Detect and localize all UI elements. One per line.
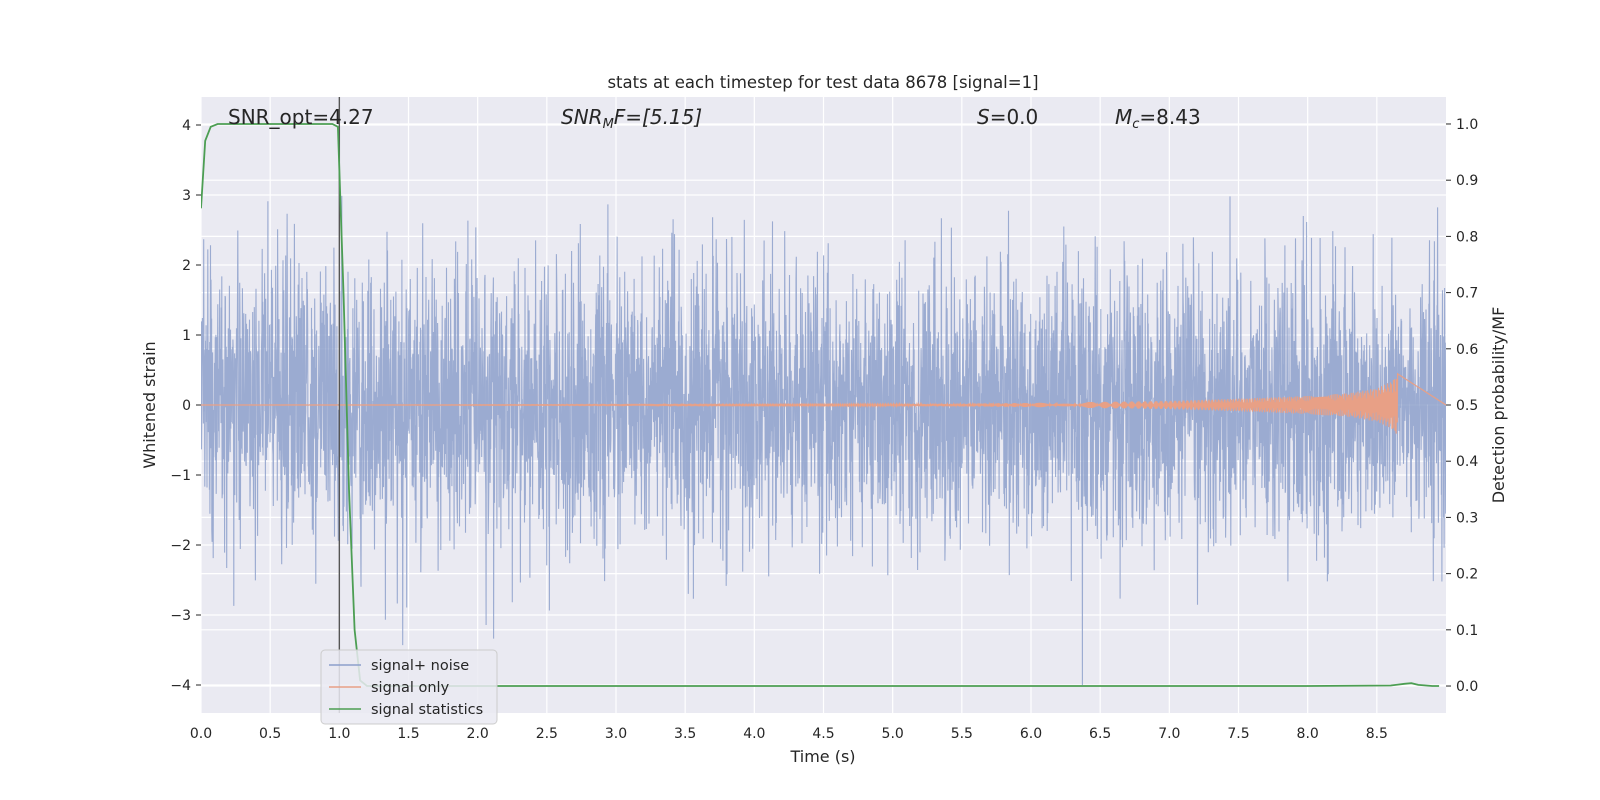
y2-tick-label: 0.1 — [1456, 623, 1478, 639]
x-tick-label: 1.0 — [328, 726, 350, 742]
legend-label-signal-only: signal only — [371, 680, 450, 696]
legend-label-signal-statistics: signal statistics — [371, 702, 483, 718]
legend: signal+ noise signal only signal statist… — [320, 649, 498, 725]
x-tick-label: 8.0 — [1297, 726, 1319, 742]
y-tick-label: 1 — [182, 328, 191, 344]
annotation-mc-sub: c — [1132, 117, 1139, 132]
annotation-s-value: =0.0 — [990, 105, 1039, 129]
plot-series — [201, 97, 1446, 713]
y2-tick-label: 0.6 — [1456, 342, 1478, 358]
y-tick-label: 2 — [182, 258, 191, 274]
y-tick-label: −3 — [170, 608, 191, 624]
annotation-mc-var: M — [1115, 105, 1132, 129]
x-tick-label: 1.5 — [397, 726, 419, 742]
annotation-snr-mf: SNRMF=[5.15] — [561, 105, 702, 132]
x-tick-label: 6.0 — [1020, 726, 1042, 742]
y2-tick-label: 0.3 — [1456, 510, 1478, 526]
annotation-mc: Mc=8.43 — [1115, 105, 1201, 132]
x-tick-label: 0.5 — [259, 726, 281, 742]
x-tick-label: 7.5 — [1227, 726, 1249, 742]
annotation-snr-opt: SNR_opt=4.27 — [228, 105, 374, 129]
y-axis-ticks: −4 −3 −2 −1 0 1 2 3 4 — [170, 118, 201, 694]
y-tick-label: −4 — [170, 678, 191, 694]
y-tick-label: 4 — [182, 118, 191, 134]
x-tick-label: 3.5 — [674, 726, 696, 742]
series-signal-only — [201, 372, 1446, 434]
y2-tick-label: 0.0 — [1456, 679, 1478, 695]
y2-tick-label: 0.9 — [1456, 173, 1478, 189]
annotation-s: S=0.0 — [977, 105, 1038, 129]
annotation-s-var: S — [977, 105, 990, 129]
annotation-mc-value: =8.43 — [1139, 105, 1200, 129]
annotation-snr-mf-main: SNR — [561, 105, 603, 129]
x-tick-label: 4.0 — [743, 726, 765, 742]
y2-tick-label: 1.0 — [1456, 117, 1478, 133]
y2-axis-ticks: 0.0 0.1 0.2 0.3 0.4 0.5 0.6 0.7 0.8 0.9 1.0 — [1446, 117, 1478, 695]
x-tick-label: 6.5 — [1089, 726, 1111, 742]
chart-title: stats at each timestep for test data 867… — [607, 73, 1038, 92]
x-tick-label: 8.5 — [1366, 726, 1388, 742]
annotation-snr-mf-sub: M — [603, 117, 614, 132]
series-line-signal-noise — [201, 195, 1446, 686]
y-tick-label: −2 — [170, 538, 191, 554]
legend-box — [320, 649, 498, 725]
y-tick-label: 0 — [182, 398, 191, 414]
x-tick-label: 4.5 — [812, 726, 834, 742]
x-tick-label: 2.0 — [467, 726, 489, 742]
series-signal-noise — [201, 195, 1446, 686]
y2-tick-label: 0.2 — [1456, 567, 1478, 583]
y2-tick-label: 0.8 — [1456, 229, 1478, 245]
x-tick-label: 5.5 — [951, 726, 973, 742]
y-tick-label: −1 — [170, 468, 191, 484]
x-tick-label: 3.0 — [605, 726, 627, 742]
y2-tick-label: 0.4 — [1456, 454, 1478, 470]
series-line-signal-only — [201, 372, 1446, 434]
y-tick-label: 3 — [182, 188, 191, 204]
x-tick-label: 0.0 — [190, 726, 212, 742]
series-line-signal-statistics — [201, 123, 1440, 687]
y2-tick-label: 0.5 — [1456, 398, 1478, 414]
x-tick-label: 7.0 — [1158, 726, 1180, 742]
annotation-snr-mf-rest: F=[5.15] — [614, 105, 702, 129]
series-signal-statistics — [201, 123, 1440, 687]
x-axis-label: Time (s) — [789, 747, 855, 766]
x-tick-label: 5.0 — [882, 726, 904, 742]
y2-tick-label: 0.7 — [1456, 286, 1478, 302]
x-axis-ticks: 0.0 0.5 1.0 1.5 2.0 2.5 3.0 3.5 4.0 4.5 5.0 5.5 6.0 6… — [190, 726, 1388, 742]
y-axis-label: Whitened strain — [140, 341, 159, 468]
legend-label-signal-noise: signal+ noise — [371, 658, 469, 674]
y2-axis-label: Detection probability/MF — [1489, 307, 1508, 504]
x-tick-label: 2.5 — [536, 726, 558, 742]
